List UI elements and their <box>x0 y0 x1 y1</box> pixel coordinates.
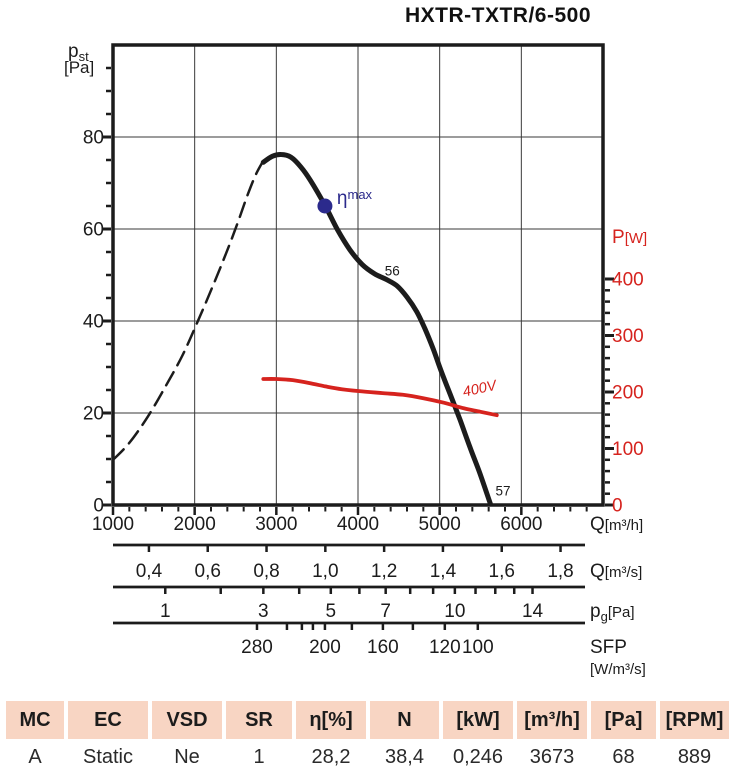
sub-axis-tick-label: 10 <box>444 601 465 622</box>
page-title: HXTR-TXTR/6-500 <box>404 4 592 27</box>
table-header-cell: SR <box>226 701 292 739</box>
table-header-cell: N <box>370 701 439 739</box>
x-tick-label: 5000 <box>419 514 461 535</box>
power-400V-curve <box>261 377 499 418</box>
y-right-tick-label: 400 <box>612 270 644 291</box>
y-left-axis-unit: [Pa] <box>64 58 94 77</box>
table-value-cell: 3673 <box>529 746 575 768</box>
table-value-cell: 889 <box>677 746 712 768</box>
x-tick-label: 1000 <box>92 514 134 535</box>
table-value-cell: 1 <box>253 746 265 768</box>
table-header-cell: [kW] <box>443 701 513 739</box>
y-axis-left: 0 20 40 60 80 pst[Pa] <box>64 41 111 517</box>
y-right-tick-label: 100 <box>612 439 644 460</box>
fan-data-table: MC EC VSD SR η[%] N [kW] [m³/h] [Pa] [RP… <box>6 701 729 774</box>
y-left-axis-title: pst <box>68 41 89 64</box>
y-axis-right: 0 100 200 300 400 P[W] <box>605 227 647 517</box>
y-right-axis-title: P[W] <box>612 227 647 248</box>
eta-max-marker: ηmax <box>317 187 373 214</box>
sub-axis-tick-label: 120 <box>429 637 461 658</box>
static-pressure-curve <box>260 151 493 507</box>
sub-axis-tick-label: 14 <box>522 601 544 622</box>
y-right-tick-label: 300 <box>612 326 644 347</box>
sub-axis-unit-label-2: [W/m³/s] <box>590 661 646 678</box>
table-value-cell: 68 <box>612 746 635 768</box>
y-right-tick-label: 0 <box>612 496 623 517</box>
x-tick-label: 6000 <box>500 514 542 535</box>
sub-axis-tick-label: 1,4 <box>430 561 457 582</box>
x-tick-label: 4000 <box>337 514 379 535</box>
fan-curve-chart: 1000 2000 3000 4000 5000 6000 Q[m³/h]020406080… <box>64 41 647 678</box>
table-header-cell: MC <box>6 701 64 739</box>
efficiency-label-57: 57 <box>495 483 510 498</box>
table-value-cell: 38,4 <box>385 746 424 768</box>
sub-axis-tick-label: 0,8 <box>253 561 279 582</box>
sub-axis-tick-label: 100 <box>462 637 494 658</box>
sub-axis-q-m3s: 0,4 0,6 0,8 1,0 1,2 1,4 1,6 1,8 Q[m³/s] <box>113 543 642 582</box>
sub-axis-tick-label: 1 <box>160 601 171 622</box>
sub-axis-tick-label: 1,0 <box>312 561 338 582</box>
table-value-cell: Ne <box>174 746 200 768</box>
sub-axis-unit-label: Q[m³/s] <box>590 561 642 582</box>
table-value-cell: 28,2 <box>311 746 351 768</box>
sub-axis-tick-label: 160 <box>367 637 399 658</box>
table-header-cell: EC <box>68 701 148 739</box>
sub-axis-tick-label: 200 <box>309 637 341 658</box>
y-left-tick-label: 20 <box>83 404 104 425</box>
sub-axis-tick-label: 7 <box>380 601 391 622</box>
sub-axis-unit-label: pg[Pa] <box>590 601 635 624</box>
efficiency-label-56: 56 <box>385 263 400 278</box>
y-left-tick-label: 40 <box>83 312 104 333</box>
sub-axis-pg-pa: 1 3 5 7 10 14 pg[Pa] <box>113 585 635 624</box>
sub-axis-tick-label: 280 <box>241 637 273 658</box>
grid-layer <box>113 45 603 505</box>
table-header-cell: [m³/h] <box>517 701 587 739</box>
sub-axis-unit-label: SFP <box>590 637 627 658</box>
table-value-cell: A <box>28 746 42 768</box>
table-value-cell: Static <box>82 746 134 768</box>
eta-max-dot <box>317 198 333 214</box>
eta-max-label: ηmax <box>337 187 373 209</box>
x-tick-label: 2000 <box>174 514 216 535</box>
sub-axis-tick-label: 0,6 <box>195 561 221 582</box>
sub-axis-tick-label: 1,2 <box>371 561 397 582</box>
sub-axis-tick-label: 3 <box>258 601 269 622</box>
table-header-cell: η[%] <box>296 701 366 739</box>
y-right-tick-label: 200 <box>612 383 644 404</box>
plot-frame <box>111 43 605 507</box>
x-tick-label: 3000 <box>255 514 297 535</box>
voltage-label: 400V <box>461 378 499 401</box>
y-left-tick-label: 80 <box>83 128 104 149</box>
sub-axis-tick-label: 1,8 <box>547 561 573 582</box>
table-header-cell: [Pa] <box>591 701 656 739</box>
sub-axis-tick-label: 5 <box>326 601 337 622</box>
x-axis: 1000 2000 3000 4000 5000 6000 Q[m³/h] <box>92 507 643 535</box>
table-value-cell: 0,246 <box>452 746 504 768</box>
x-axis-unit-label: Q[m³/h] <box>590 514 643 535</box>
table-header-cell: [RPM] <box>660 701 729 739</box>
y-left-tick-label: 60 <box>83 220 104 241</box>
sub-axis-sfp: 280 200 160 120 100 SFP [W/m³/s] <box>113 621 646 678</box>
table-header-cell: VSD <box>152 701 222 739</box>
sub-axis-tick-label: 0,4 <box>136 561 163 582</box>
sub-axis-tick-label: 1,6 <box>489 561 515 582</box>
static-pressure-extrapolated-curve <box>111 162 263 462</box>
y-left-tick-label: 0 <box>93 496 104 517</box>
